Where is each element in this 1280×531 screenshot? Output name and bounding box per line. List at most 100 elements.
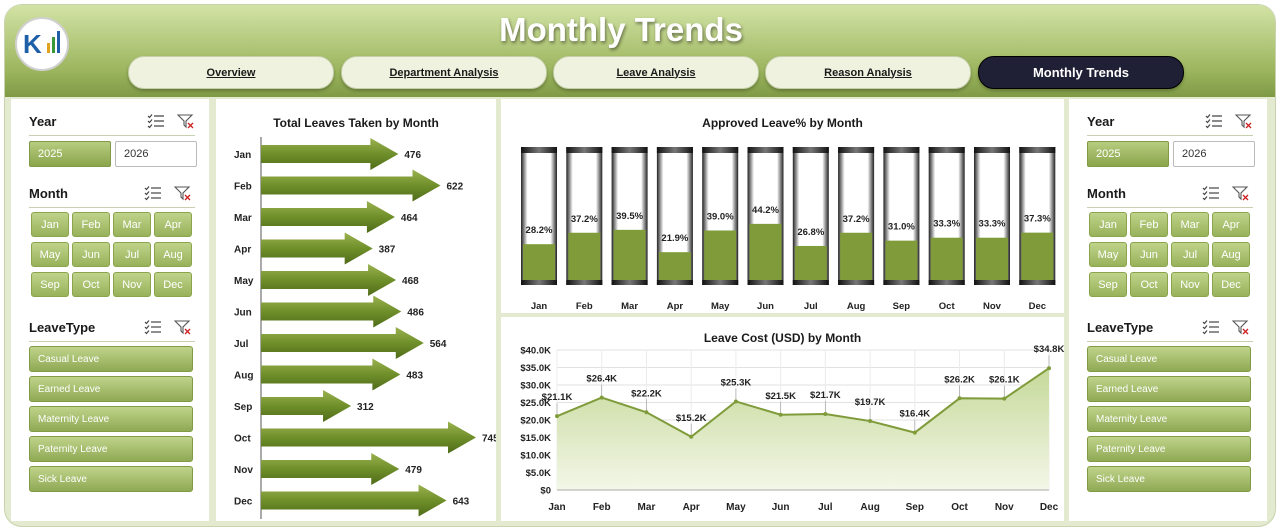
leaves-data-label: 387 [379,245,396,256]
tab-reason-analysis[interactable]: Reason Analysis [765,56,971,89]
year-multi-select-icon[interactable] [1205,113,1223,129]
tab-department-analysis[interactable]: Department Analysis [341,56,547,89]
cost-point-jan[interactable] [555,414,559,419]
month-option-jun[interactable]: Jun [1130,242,1168,267]
month-option-sep[interactable]: Sep [31,272,69,297]
approved-bar-cap-bottom [928,280,965,285]
month-clear-filter-icon[interactable] [1232,185,1250,201]
cost-point-sep[interactable] [912,430,917,435]
leavetype-option-paternity-leave[interactable]: Paternity Leave [29,436,193,462]
leavetype-option-paternity-leave[interactable]: Paternity Leave [1087,436,1251,462]
month-option-may[interactable]: May [1089,242,1127,267]
approved-bar-mar[interactable] [613,229,646,280]
leavetype-option-sick-leave[interactable]: Sick Leave [29,466,193,492]
month-option-sep[interactable]: Sep [1089,272,1127,297]
leaves-bar-jun[interactable] [261,295,402,328]
leaves-bar-apr[interactable] [261,232,373,265]
year-option-2026[interactable]: 2026 [115,141,197,167]
approved-bar-dec[interactable] [1021,232,1054,280]
leaves-data-label: 312 [357,402,374,413]
month-clear-filter-icon[interactable] [174,185,192,201]
month-option-apr[interactable]: Apr [1212,212,1250,237]
leaves-bar-mar[interactable] [261,201,395,233]
cost-ytick-label: $5.0K [526,468,551,479]
cost-point-apr[interactable] [689,434,694,439]
month-option-nov[interactable]: Nov [113,272,151,297]
leaves-bar-jan[interactable] [261,138,399,170]
slicer-panel-right: Year 2025 2026 Month Jan Feb Mar Apr May Jun Jul Au… [1069,99,1267,521]
tab-leave-analysis[interactable]: Leave Analysis [553,56,759,89]
approved-bar-aug[interactable] [840,232,873,280]
approved-bar-apr[interactable] [658,252,691,280]
month-option-jul[interactable]: Jul [113,242,151,267]
month-option-jan[interactable]: Jan [31,212,69,237]
month-option-jan[interactable]: Jan [1089,212,1127,237]
leavetype-option-maternity-leave[interactable]: Maternity Leave [1087,406,1251,432]
approved-bar-sep[interactable] [885,240,918,280]
month-option-jul[interactable]: Jul [1171,242,1209,267]
approved-bar-jul[interactable] [794,245,827,280]
approved-data-label: 31.0% [888,222,915,233]
month-multi-select-icon[interactable] [1202,185,1220,201]
month-multi-select-icon[interactable] [144,185,162,201]
approved-bar-oct[interactable] [930,237,963,280]
leavetype-multi-select-icon[interactable] [144,319,162,335]
month-option-feb[interactable]: Feb [72,212,110,237]
leaves-bar-aug[interactable] [261,358,401,391]
cost-point-may[interactable] [733,399,738,404]
leavetype-option-sick-leave[interactable]: Sick Leave [1087,466,1251,492]
leavetype-option-casual-leave[interactable]: Casual Leave [29,346,193,372]
month-option-mar[interactable]: Mar [1171,212,1209,237]
cost-point-aug[interactable] [868,419,873,424]
leaves-bar-dec[interactable] [261,484,447,517]
month-option-dec[interactable]: Dec [154,272,192,297]
year-option-2025[interactable]: 2025 [1087,141,1169,167]
year-option-2025[interactable]: 2025 [29,141,111,167]
leavetype-option-earned-leave[interactable]: Earned Leave [29,376,193,402]
month-option-mar[interactable]: Mar [113,212,151,237]
leavetype-option-earned-leave[interactable]: Earned Leave [1087,376,1251,402]
leaves-bar-may[interactable] [261,264,397,296]
approved-bar-feb[interactable] [568,232,601,280]
leavetype-option-maternity-leave[interactable]: Maternity Leave [29,406,193,432]
month-option-oct[interactable]: Oct [1130,272,1168,297]
leaves-bar-sep[interactable] [261,390,352,422]
approved-bar-jan[interactable] [523,244,555,280]
leaves-bar-feb[interactable] [261,169,441,202]
month-option-may[interactable]: May [31,242,69,267]
year-multi-select-icon[interactable] [147,113,165,129]
month-option-aug[interactable]: Aug [1212,242,1250,267]
cost-point-jun[interactable] [778,412,783,417]
month-option-apr[interactable]: Apr [154,212,192,237]
cost-point-mar[interactable] [644,410,649,415]
leavetype-clear-filter-icon[interactable] [174,319,192,335]
leavetype-clear-filter-icon[interactable] [1232,319,1250,335]
cost-point-jul[interactable] [823,412,828,417]
leavetype-option-casual-leave[interactable]: Casual Leave [1087,346,1251,372]
year-option-2026[interactable]: 2026 [1173,141,1255,167]
tab-overview[interactable]: Overview [128,56,334,89]
cost-category-label: Aug [860,502,879,513]
cost-point-nov[interactable] [1002,396,1007,401]
cost-point-dec[interactable] [1047,366,1051,371]
cost-point-feb[interactable] [599,395,604,400]
leaves-category-label: May [234,276,254,287]
approved-bar-may[interactable] [704,230,737,280]
leaves-bar-jul[interactable] [261,327,424,359]
cost-data-label: $21.5K [765,391,796,402]
month-option-jun[interactable]: Jun [72,242,110,267]
month-option-aug[interactable]: Aug [154,242,192,267]
year-clear-filter-icon[interactable] [177,113,195,129]
tab-monthly-trends[interactable]: Monthly Trends [978,56,1184,89]
approved-bar-jun[interactable] [749,223,782,280]
month-option-feb[interactable]: Feb [1130,212,1168,237]
leavetype-multi-select-icon[interactable] [1202,319,1220,335]
approved-bar-nov[interactable] [976,237,1008,280]
month-option-oct[interactable]: Oct [72,272,110,297]
leaves-bar-nov[interactable] [261,453,400,485]
year-clear-filter-icon[interactable] [1235,113,1253,129]
month-option-dec[interactable]: Dec [1212,272,1250,297]
cost-point-oct[interactable] [957,396,962,401]
month-option-nov[interactable]: Nov [1171,272,1209,297]
leaves-bar-oct[interactable] [261,421,476,454]
